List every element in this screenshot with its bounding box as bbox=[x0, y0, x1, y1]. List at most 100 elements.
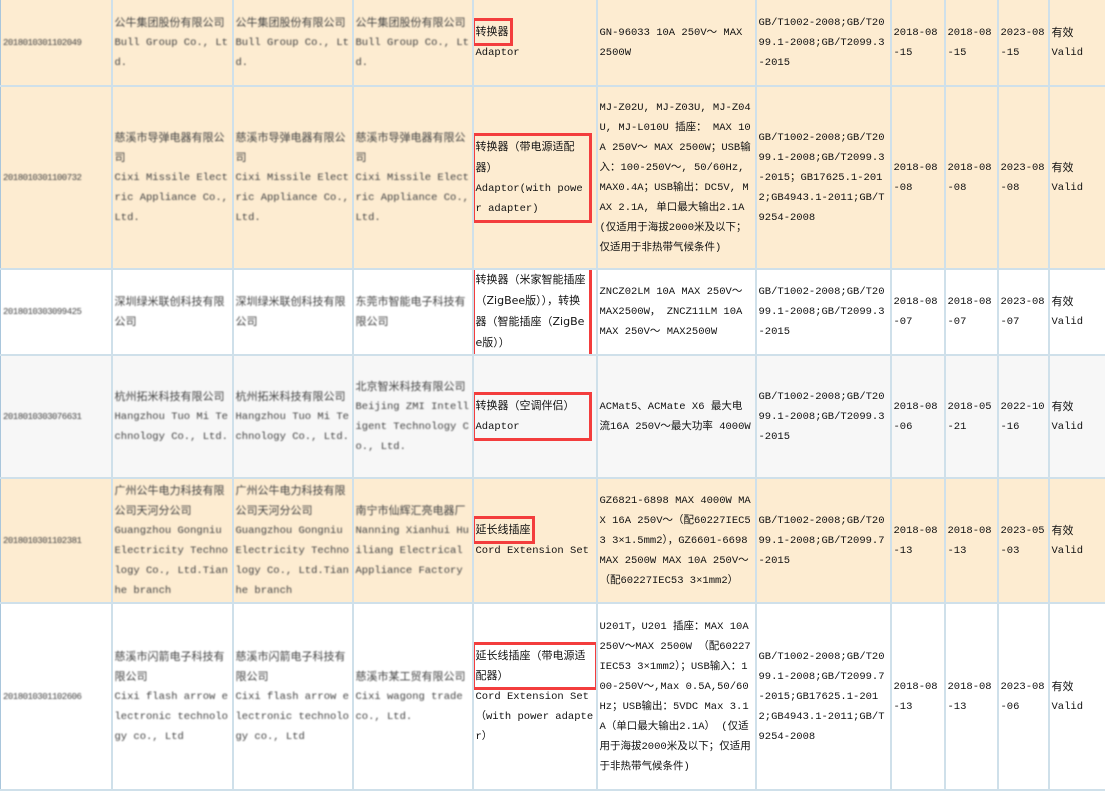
certificate-id[interactable]: 2018010301102606 bbox=[3, 687, 109, 707]
model: GN-96033 10A 250V～ MAX 2500W bbox=[600, 23, 753, 63]
factory-name-cn: 慈溪市导弹电器有限公司 bbox=[356, 128, 470, 168]
status-cn: 有效 bbox=[1052, 292, 1103, 312]
applicant-name-cn: 深圳绿米联创科技有限公司 bbox=[115, 292, 230, 332]
model-cell: MJ-Z02U, MJ-Z03U, MJ-Z04U, MJ-L010U 插座： … bbox=[597, 86, 756, 269]
standard-cell: GB/T1002-2008;GB/T2099.1-2008;GB/T2099.7… bbox=[756, 478, 891, 603]
manufacturer-name-cn: 慈溪市导弹电器有限公司 bbox=[236, 128, 350, 168]
product-name: 转换器（米家智能插座（ZigBee版）），转换器（智能插座（ZigBee版）） bbox=[476, 270, 588, 354]
standard-cell: GB/T1002-2008;GB/T2099.1-2008;GB/T2099.7… bbox=[756, 603, 891, 790]
product-name-cn: 延长线插座 bbox=[476, 520, 531, 540]
table-row[interactable]: 2018010303099425 深圳绿米联创科技有限公司深圳绿米联创科技有限公司… bbox=[1, 269, 1105, 355]
factory-name-en: Nanning Xianhui Huiliang Electrical Appl… bbox=[356, 521, 470, 581]
standard: GB/T1002-2008;GB/T2099.1-2008;GB/T2099.7… bbox=[759, 647, 888, 747]
issue-date: 2018-08-13 bbox=[894, 677, 942, 717]
issue-date: 2018-08-13 bbox=[894, 521, 942, 561]
product-cell: 转换器（空调伴侣） Adaptor bbox=[473, 355, 597, 478]
standard: GB/T1002-2008;GB/T2099.1-2008;GB/T2099.3… bbox=[759, 387, 888, 447]
manufacturer-name-cn: 公牛集团股份有限公司 bbox=[236, 13, 350, 33]
change-date: 2018-08-08 bbox=[948, 158, 995, 198]
certificate-id-cell: 2018010301102049 bbox=[1, 0, 112, 86]
product-name-en: Cord Extension Set（with power adapter） bbox=[476, 691, 594, 743]
manufacturer-name-en: Cixi Missile Electric Appliance Co., Ltd… bbox=[236, 168, 350, 228]
product-name: 延长线插座（带电源适配器） Cord Extension Set（with pow… bbox=[476, 646, 594, 747]
manufacturer-name-cn: 广州公牛电力科技有限公司天河分公司 bbox=[236, 481, 350, 521]
change-date-cell: 2018-08-15 bbox=[945, 0, 998, 86]
status-en: Valid bbox=[1052, 312, 1103, 332]
status-cn: 有效 bbox=[1052, 158, 1103, 178]
applicant-name-en: Hangzhou Tuo Mi Technology Co., Ltd. bbox=[115, 407, 230, 447]
applicant-name-en: Cixi Missile Electric Appliance Co., Ltd… bbox=[115, 168, 230, 228]
product-name-en: Adaptor bbox=[476, 421, 520, 433]
manufacturer-name-cn: 杭州拓米科技有限公司 bbox=[236, 387, 350, 407]
certificate-id[interactable]: 2018010301102049 bbox=[3, 33, 109, 53]
applicant-name-cn: 慈溪市导弹电器有限公司 bbox=[115, 128, 230, 168]
model: MJ-Z02U, MJ-Z03U, MJ-Z04U, MJ-L010U 插座： … bbox=[600, 98, 753, 258]
certificate-id[interactable]: 2018010303099425 bbox=[3, 302, 109, 322]
applicant-cell: 深圳绿米联创科技有限公司 bbox=[112, 269, 233, 355]
certificate-id[interactable]: 2018010301100732 bbox=[3, 168, 109, 188]
product-name-cn: 延长线插座（带电源适配器） bbox=[476, 646, 594, 686]
model: GZ6821-6898 MAX 4000W MAX 16A 250V～（配602… bbox=[600, 491, 753, 591]
manufacturer-name-cn: 深圳绿米联创科技有限公司 bbox=[236, 292, 350, 332]
factory-cell: 东莞市智能电子科技有限公司 bbox=[353, 269, 473, 355]
manufacturer-name-en: Bull Group Co., Ltd. bbox=[236, 33, 350, 73]
change-date: 2018-08-07 bbox=[948, 292, 995, 332]
issue-date: 2018-08-08 bbox=[894, 158, 942, 198]
applicant-name-cn: 杭州拓米科技有限公司 bbox=[115, 387, 230, 407]
product-name-cn: 转换器（空调伴侣） bbox=[476, 399, 575, 412]
status-en: Valid bbox=[1052, 417, 1103, 437]
status-cn: 有效 bbox=[1052, 23, 1103, 43]
manufacturer-cell: 深圳绿米联创科技有限公司 bbox=[233, 269, 353, 355]
certificate-id[interactable]: 2018010301102381 bbox=[3, 531, 109, 551]
standard-cell: GB/T1002-2008;GB/T2099.1-2008;GB/T2099.3… bbox=[756, 86, 891, 269]
expiry-date: 2023-08-08 bbox=[1001, 158, 1046, 198]
status-en: Valid bbox=[1052, 697, 1103, 717]
applicant-name-en: Guangzhou Gongniu Electricity Technology… bbox=[115, 521, 230, 601]
status-cn: 有效 bbox=[1052, 521, 1103, 541]
model-cell: U201T，U201 插座：MAX 10A 250V～MAX 2500W （配6… bbox=[597, 603, 756, 790]
expiry-date-cell: 2023-08-08 bbox=[998, 86, 1049, 269]
change-date: 2018-08-13 bbox=[948, 521, 995, 561]
standard: GB/T1002-2008;GB/T2099.1-2008;GB/T2099.3… bbox=[759, 282, 888, 342]
product-name: 转换器（空调伴侣） Adaptor bbox=[476, 396, 588, 437]
applicant-name-cn: 广州公牛电力科技有限公司天河分公司 bbox=[115, 481, 230, 521]
standard: GB/T1002-2008;GB/T2099.1-2008;GB/T2099.3… bbox=[759, 13, 888, 73]
issue-date-cell: 2018-08-08 bbox=[891, 86, 945, 269]
standard-cell: GB/T1002-2008;GB/T2099.1-2008;GB/T2099.3… bbox=[756, 0, 891, 86]
applicant-name-cn: 慈溪市闪箭电子科技有限公司 bbox=[115, 647, 230, 687]
certificate-id[interactable]: 2018010303076631 bbox=[3, 407, 109, 427]
issue-date-cell: 2018-08-15 bbox=[891, 0, 945, 86]
certificate-id-cell: 2018010301102381 bbox=[1, 478, 112, 603]
change-date-cell: 2018-05-21 bbox=[945, 355, 998, 478]
expiry-date-cell: 2023-08-15 bbox=[998, 0, 1049, 86]
expiry-date: 2023-08-15 bbox=[1001, 23, 1046, 63]
expiry-date-cell: 2023-08-07 bbox=[998, 269, 1049, 355]
factory-name-en: Bull Group Co., Ltd. bbox=[356, 33, 470, 73]
model: ZNCZ02LM 10A MAX 250V～ MAX2500W， ZNCZ11L… bbox=[600, 282, 753, 342]
expiry-date-cell: 2022-10-16 bbox=[998, 355, 1049, 478]
issue-date-cell: 2018-08-07 bbox=[891, 269, 945, 355]
manufacturer-name-en: Hangzhou Tuo Mi Technology Co., Ltd. bbox=[236, 407, 350, 447]
model-cell: GN-96033 10A 250V～ MAX 2500W bbox=[597, 0, 756, 86]
change-date: 2018-08-15 bbox=[948, 23, 995, 63]
applicant-name-en: Bull Group Co., Ltd. bbox=[115, 33, 230, 73]
model-cell: ACMat5、ACMate X6 最大电流16A 250V～最大功率 4000W bbox=[597, 355, 756, 478]
